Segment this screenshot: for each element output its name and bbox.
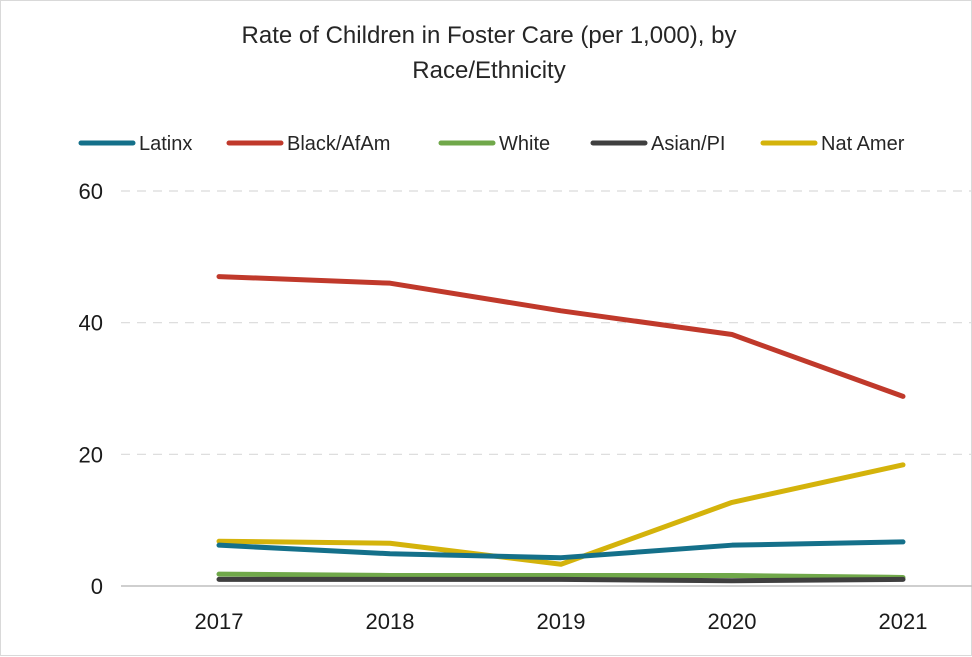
y-tick-label: 20 (79, 442, 103, 467)
legend: Latinx Black/AfAm White Asian/PI Nat Amer (78, 133, 905, 155)
x-tick-label: 2021 (879, 609, 928, 634)
legend-item-white: White (438, 133, 550, 155)
legend-item-nat-amer: Nat Amer (760, 133, 905, 155)
x-axis-ticks: 2017 2018 2019 2020 2021 (195, 609, 928, 634)
legend-item-asian-pi: Asian/PI (590, 133, 725, 155)
series-line-latinx (216, 539, 906, 561)
series-line-black-afam (216, 274, 906, 399)
y-axis-ticks: 0 20 40 60 (79, 179, 103, 599)
x-tick-label: 2020 (708, 609, 757, 634)
x-tick-label: 2017 (195, 609, 244, 634)
chart-title: Rate of Children in Foster Care (per 1,0… (242, 22, 737, 84)
legend-label: White (499, 133, 550, 155)
legend-item-latinx: Latinx (78, 133, 192, 155)
legend-label: Black/AfAm (287, 133, 390, 155)
series-lines (216, 274, 906, 584)
x-tick-label: 2018 (366, 609, 415, 634)
legend-label: Latinx (139, 133, 192, 155)
series-line-asian-pi (216, 576, 906, 584)
gridlines (121, 190, 972, 587)
series-line-white (216, 571, 906, 580)
y-tick-label: 0 (91, 574, 103, 599)
x-tick-label: 2019 (537, 609, 586, 634)
y-tick-label: 60 (79, 179, 103, 204)
legend-label: Nat Amer (821, 133, 905, 155)
legend-item-black-afam: Black/AfAm (226, 133, 390, 155)
y-tick-label: 40 (79, 311, 103, 336)
series-line-nat-amer (216, 462, 906, 567)
legend-label: Asian/PI (651, 133, 725, 155)
chart-title-line-2: Race/Ethnicity (412, 57, 565, 84)
chart-title-line-1: Rate of Children in Foster Care (per 1,0… (242, 22, 737, 49)
